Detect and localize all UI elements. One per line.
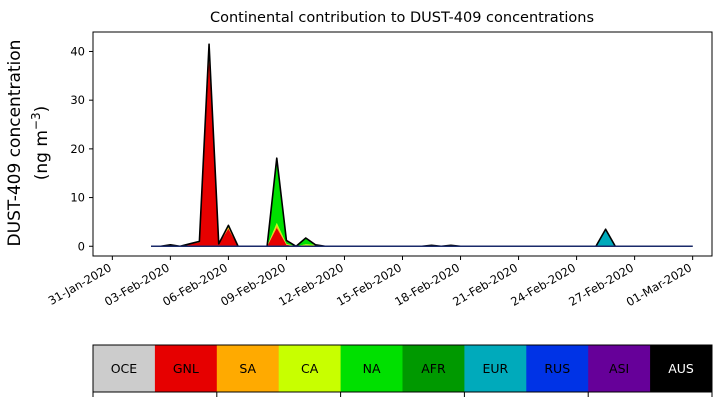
legend-label-aus: AUS — [668, 361, 694, 376]
legend-swatch-ca — [278, 345, 342, 392]
legend-label-ca: CA — [301, 361, 319, 376]
y-tick-label-0: 0 — [78, 239, 85, 253]
y-tick-label-20: 20 — [70, 142, 85, 156]
legend-swatch-gnl — [154, 345, 218, 392]
area-aus — [151, 44, 693, 247]
area-eur — [151, 46, 693, 247]
legend-label-oce: OCE — [111, 361, 138, 376]
x-tick-label-8: 24-Feb-2020 — [508, 260, 578, 308]
chart-title: Continental contribution to DUST-409 con… — [210, 10, 594, 26]
x-tick-label-3: 09-Feb-2020 — [218, 260, 288, 308]
legend-label-rus: RUS — [544, 361, 570, 376]
legend-swatch-asi — [588, 345, 651, 392]
legend-frame — [92, 344, 713, 393]
legend-swatch-afr — [402, 345, 465, 392]
x-tick-label-2: 06-Feb-2020 — [160, 260, 230, 308]
x-tick-label-4: 12-Feb-2020 — [276, 260, 346, 308]
plot-frame — [92, 31, 713, 257]
legend-label-sa: SA — [239, 361, 256, 376]
y-tick-label-40: 40 — [70, 44, 85, 58]
y-tick-label-30: 30 — [70, 93, 85, 107]
area-na — [151, 48, 693, 247]
axes: 01020304031-Jan-202003-Feb-202006-Feb-20… — [46, 31, 713, 309]
legend-swatch-aus — [650, 345, 713, 392]
y-axis-label-line1: DUST-409 concentration — [5, 40, 25, 247]
legend-label-afr: AFR — [421, 361, 446, 376]
total-outline — [151, 43, 693, 248]
legend-swatch-na — [340, 345, 403, 392]
x-tick-label-10: 01-Mar-2020 — [624, 260, 694, 309]
y-tick-label-10: 10 — [70, 191, 85, 205]
legend-swatch-oce — [93, 345, 156, 392]
y-axis-label-line2: (ng m−3) — [29, 106, 52, 181]
x-tick-label-7: 21-Feb-2020 — [450, 260, 520, 308]
area-afr — [151, 46, 693, 247]
area-rus — [151, 46, 693, 247]
area-ca — [151, 52, 693, 247]
legend-label-eur: EUR — [482, 361, 508, 376]
area-gnl — [151, 56, 693, 247]
x-tick-label-6: 18-Feb-2020 — [392, 260, 462, 308]
area-sa — [151, 54, 693, 247]
legend-label-na: NA — [363, 361, 381, 376]
legend-label-asi: ASI — [609, 361, 629, 376]
area-asi — [151, 46, 693, 247]
legend-swatch-rus — [526, 345, 589, 392]
legend-colorbar: OCE GNL SA CA NA AFR EUR RUS ASI AUS — [92, 344, 713, 397]
plot-area — [151, 43, 693, 248]
y-axis-label: DUST-409 concentration (ng m−3) — [5, 40, 52, 247]
legend-label-gnl: GNL — [173, 361, 199, 376]
legend-swatch-eur — [464, 345, 527, 392]
x-tick-label-1: 03-Feb-2020 — [102, 260, 172, 308]
legend-swatch-sa — [216, 345, 280, 392]
x-tick-label-5: 15-Feb-2020 — [334, 260, 404, 308]
